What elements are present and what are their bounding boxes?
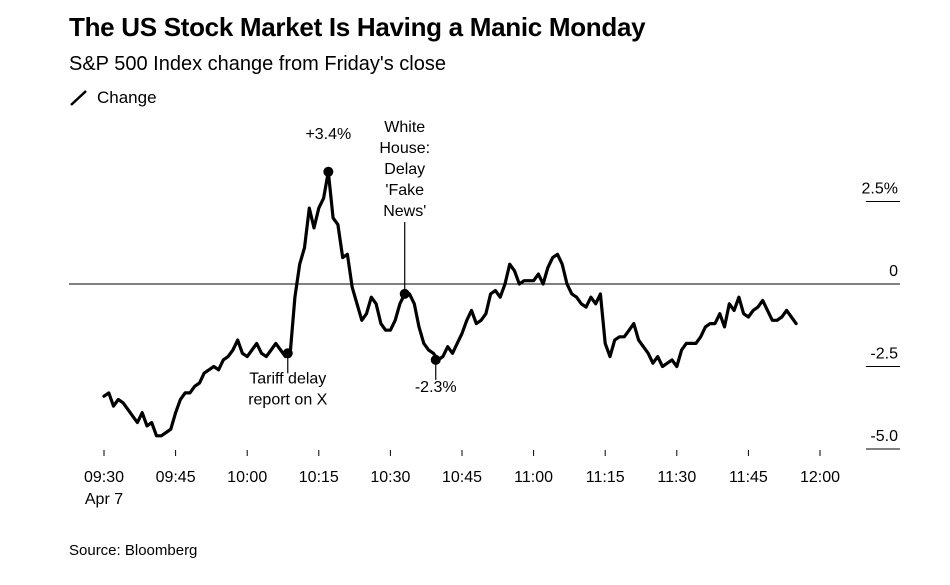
- legend: Change: [69, 88, 157, 108]
- annotation: Tariff delay report on X: [248, 348, 328, 408]
- legend-line-icon: [70, 90, 87, 106]
- annotation-text: +3.4%: [305, 126, 351, 143]
- annotation-text: House:: [379, 140, 430, 157]
- y-tick-label: 2.5%: [862, 181, 898, 198]
- x-tick-label: 09:30: [84, 469, 124, 486]
- series-line-change: [102, 170, 798, 438]
- annotation-layer: Tariff delay report on X +3.4% White House: D…: [248, 119, 456, 408]
- x-tick-label: 11:45: [729, 469, 768, 486]
- annotation-marker: [323, 166, 334, 177]
- legend-label-change: Change: [97, 88, 157, 107]
- x-tick-sublabel: Apr 7: [85, 491, 123, 508]
- annotation: -2.3%: [415, 354, 457, 396]
- annotation-text: 'Fake: [385, 182, 424, 199]
- chart-subtitle: S&P 500 Index change from Friday's close: [69, 53, 446, 75]
- x-tick-label: 11:00: [514, 469, 553, 486]
- source-note: Source: Bloomberg: [69, 542, 198, 559]
- annotation-text: -2.3%: [415, 379, 457, 396]
- annotation: White House: Delay 'Fake News': [379, 119, 430, 299]
- x-tick-label: 11:30: [657, 469, 696, 486]
- chart-title: The US Stock Market Is Having a Manic Mo…: [69, 12, 646, 42]
- y-tick-label: -5.0: [870, 428, 898, 445]
- x-tick-label: 10:30: [370, 469, 410, 486]
- annotation-text: Tariff delay: [249, 370, 326, 387]
- x-tick-label: 11:15: [586, 469, 625, 486]
- x-tick-label: 10:15: [299, 469, 339, 486]
- y-axis: 2.5% 0 -2.5 -5.0: [69, 181, 900, 450]
- y-tick-label: 0: [889, 263, 898, 280]
- y-tick-label: -2.5: [870, 346, 898, 363]
- x-tick-label: 10:00: [227, 469, 267, 486]
- x-tick-label: 10:45: [442, 469, 482, 486]
- annotation-marker: [430, 354, 441, 365]
- annotation: +3.4%: [305, 126, 351, 177]
- annotation-text: News': [383, 203, 426, 220]
- annotation-text: report on X: [248, 391, 327, 408]
- x-axis: 09:30 Apr 7 09:45 10:00 10:15 10:30 10:45 11:00…: [84, 450, 840, 508]
- annotation-text: White: [384, 119, 425, 136]
- annotation-marker: [282, 348, 293, 359]
- x-tick-label: 09:45: [156, 469, 196, 486]
- x-tick-label: 12:00: [800, 469, 840, 486]
- annotation-marker: [399, 288, 410, 299]
- annotation-text: Delay: [384, 161, 425, 178]
- series-layer: [102, 170, 798, 438]
